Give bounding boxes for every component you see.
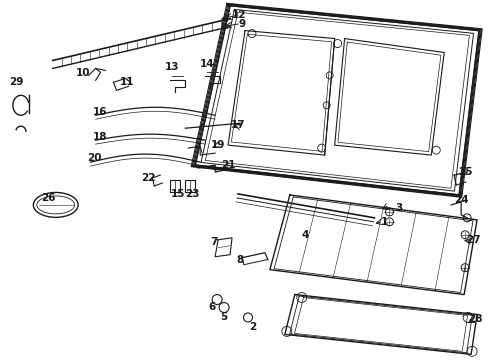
Text: 14: 14 — [200, 59, 214, 69]
Text: 13: 13 — [164, 62, 179, 72]
Text: 25: 25 — [457, 167, 471, 177]
Text: 11: 11 — [120, 77, 134, 87]
Text: 16: 16 — [93, 107, 107, 117]
Text: 10: 10 — [75, 68, 90, 78]
Text: 15: 15 — [171, 189, 185, 199]
Text: 22: 22 — [141, 173, 155, 183]
Text: 24: 24 — [453, 195, 468, 205]
Text: 1: 1 — [380, 217, 387, 227]
Text: 17: 17 — [230, 120, 245, 130]
Text: 12: 12 — [231, 10, 246, 20]
Text: 8: 8 — [236, 255, 243, 265]
Text: 19: 19 — [210, 140, 225, 150]
Bar — [170, 180, 180, 192]
Bar — [185, 180, 195, 192]
Text: 23: 23 — [184, 189, 199, 199]
Text: 4: 4 — [301, 230, 308, 240]
Text: 5: 5 — [220, 312, 227, 323]
Text: 21: 21 — [221, 160, 235, 170]
Text: 6: 6 — [208, 302, 215, 311]
Text: 28: 28 — [467, 314, 481, 324]
Text: 29: 29 — [9, 77, 23, 87]
Text: 9: 9 — [238, 19, 245, 28]
Text: 26: 26 — [41, 193, 56, 203]
Text: 20: 20 — [87, 153, 102, 163]
Text: 3: 3 — [395, 203, 402, 213]
Text: 27: 27 — [465, 235, 479, 245]
Text: 18: 18 — [93, 132, 107, 142]
Text: 2: 2 — [249, 323, 256, 332]
Text: 7: 7 — [210, 237, 217, 247]
